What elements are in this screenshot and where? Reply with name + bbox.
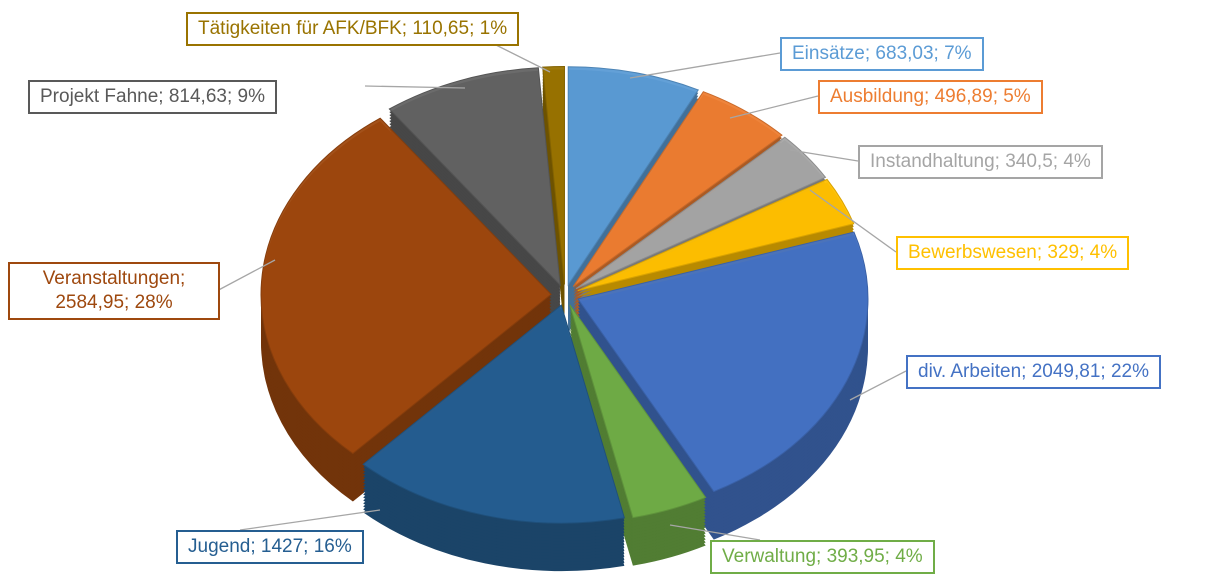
leader-line [809,189,897,253]
data-label: Verwaltung; 393,95; 4% [710,540,935,574]
data-label: Projekt Fahne; 814,63; 9% [28,80,277,114]
data-label: Veranstaltungen; 2584,95; 28% [8,262,220,320]
data-label: Bewerbswesen; 329; 4% [896,236,1130,270]
leader-line [364,85,466,89]
data-label: div. Arbeiten; 2049,81; 22% [906,355,1161,389]
data-label: Instandhaltung; 340,5; 4% [858,145,1103,179]
data-label: Ausbildung; 496,89; 5% [818,80,1043,114]
data-label: Einsätze; 683,03; 7% [780,37,984,71]
slice [575,136,827,290]
leader-line [669,524,761,541]
slice [577,178,855,292]
leader-line [849,370,907,401]
slice [260,117,552,455]
slice [577,231,869,493]
leader-line [239,509,381,531]
leader-line [789,149,859,162]
slice [569,304,707,519]
leader-line [212,259,276,294]
leader-line [629,52,781,79]
data-label: Tätigkeiten für AFK/BFK; 110,65; 1% [186,12,520,46]
slice [572,91,783,287]
slice [388,67,561,287]
data-label: Jugend; 1427; 16% [176,530,364,564]
slice [567,66,700,287]
slice [542,66,565,285]
slice [362,304,626,524]
leader-line [729,95,819,119]
leader-line [489,41,551,73]
